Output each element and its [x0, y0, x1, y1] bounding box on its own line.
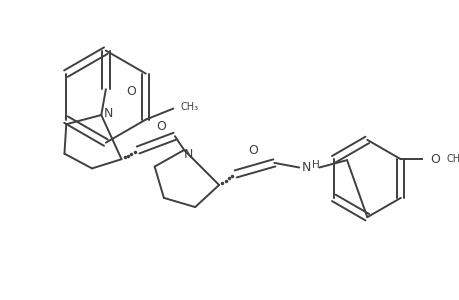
- Text: N: N: [301, 161, 311, 174]
- Text: N: N: [104, 107, 113, 120]
- Text: CH₃: CH₃: [446, 154, 459, 164]
- Text: O: O: [126, 85, 136, 98]
- Text: CH₃: CH₃: [180, 102, 198, 112]
- Text: O: O: [429, 153, 439, 166]
- Text: H: H: [311, 160, 319, 170]
- Text: N: N: [184, 148, 193, 161]
- Text: O: O: [156, 120, 166, 133]
- Text: O: O: [248, 143, 257, 157]
